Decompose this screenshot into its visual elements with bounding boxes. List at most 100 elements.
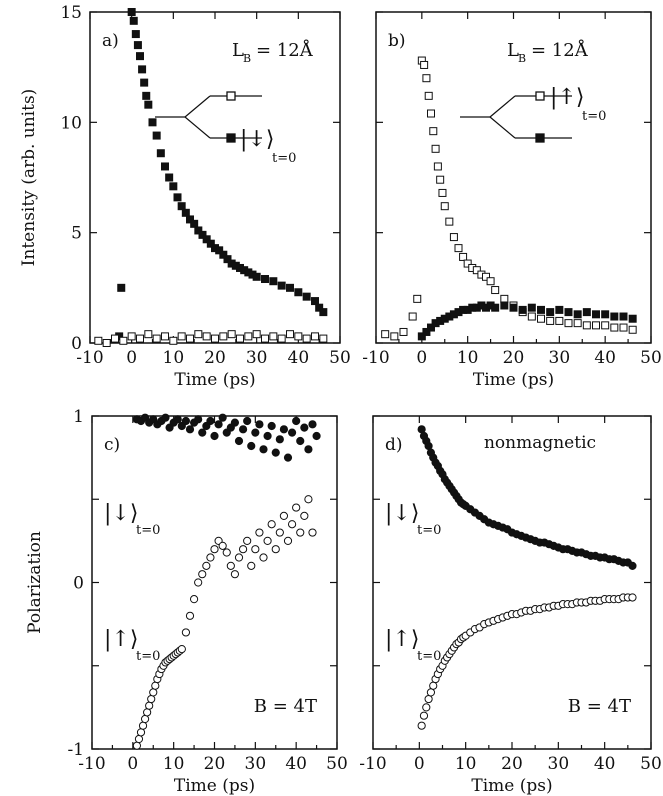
panel-a-xtick-label: 20	[204, 348, 226, 368]
panel-c-series-0-point	[161, 413, 170, 422]
panel-c-series-1-point	[151, 681, 160, 690]
panel-c-xtick-label: 10	[163, 754, 185, 774]
panel-b-series-0-point	[429, 127, 438, 136]
panel-a-series-1-point	[144, 330, 153, 339]
panel-b-series-1-point	[427, 323, 435, 332]
panel-d-xtick-label: 0	[414, 754, 425, 774]
panel-b-series-0-point	[440, 202, 449, 211]
panel-a-ytick-label: 10	[60, 113, 82, 133]
panel-a-series-1-point	[127, 332, 136, 341]
panel-a-series-0-point	[181, 208, 190, 217]
panel-a-series-1-point	[302, 334, 311, 343]
panel-d-series-0-point	[424, 441, 433, 451]
panel-c-series-1-point	[134, 734, 144, 744]
panel-c-series-0-point	[263, 431, 272, 441]
panel-a-level-lower-marker	[226, 133, 236, 143]
panel-c-series-1-point	[185, 611, 195, 620]
panel-a-series-1-point	[294, 332, 303, 341]
panel-a-xtick-label: 0	[126, 348, 137, 368]
panel-b-series-0-point	[381, 330, 390, 339]
panel-c-series-0-point	[185, 425, 195, 434]
panel-b-series-1-point	[518, 305, 527, 314]
panel-a-series-0-point	[315, 303, 324, 312]
panel-b-series-0-point	[433, 162, 442, 171]
panel-a-series-0-point	[198, 230, 207, 239]
panel-b-series-0-point	[463, 259, 472, 268]
panel-a-series-0-point	[142, 91, 151, 100]
panel-d-state-up-subscript: t=0	[417, 649, 441, 664]
panel-a-series-0-point	[194, 226, 203, 235]
panel-c-series-0-point	[243, 416, 252, 426]
panel-b-series-1-point	[555, 305, 564, 314]
panel-b-series-1-point	[628, 314, 637, 323]
panel-b-series-0-point	[424, 91, 433, 100]
panel-a-series-0-point	[169, 182, 178, 191]
panel-a-series-1-point	[202, 332, 211, 341]
panel-b-series-0-point	[449, 233, 458, 242]
panel-b-series-0-point	[454, 244, 463, 253]
panel-b: -10 0 10 20 30 40 50 Time (ps) b) L B = 12Å |↑⟩t=0	[362, 11, 662, 390]
panel-c-series-1-point	[194, 578, 203, 587]
panel-b-series-0-point	[431, 144, 440, 153]
panel-c-series-0-point	[304, 445, 313, 454]
panel-d-series-1-point	[628, 593, 637, 602]
panel-b-state-label: |↑⟩	[550, 85, 584, 110]
panel-c-series-0-point	[296, 436, 305, 446]
panel-b-level-diagram	[460, 91, 572, 143]
panel-a-series-1-point	[177, 332, 186, 341]
panel-c-series-1-point	[243, 536, 252, 545]
panel-d-field-label: B = 4T	[568, 696, 631, 717]
panel-a-state-label: |↓⟩	[240, 127, 274, 152]
panel-b-series-0-point	[459, 252, 468, 261]
panel-c-series-0-point	[275, 435, 284, 444]
panel-a-series-0-point	[186, 215, 194, 224]
panel-a-series-1-point	[219, 332, 228, 341]
panel-b-series-0-point	[527, 312, 536, 321]
panel-b-series-0-point	[438, 188, 447, 197]
panel-c-xtick-label: 0	[127, 754, 138, 774]
panel-a-xtick-label: 10	[163, 348, 185, 368]
panel-c-series-0-point	[308, 420, 317, 429]
panel-b-xlabel: Time (ps)	[473, 370, 554, 390]
panel-a-series-0-point	[161, 162, 169, 171]
panel-d-label: d)	[385, 435, 403, 455]
panel-c-series-0-point	[238, 425, 248, 434]
panel-d-series-1-point	[417, 721, 426, 730]
panel-c-xtick-label: 20	[204, 754, 226, 774]
panel-a-series-1-point	[319, 334, 328, 343]
panel-c-series-1-point	[136, 728, 146, 737]
panel-b-series-0-point	[427, 109, 435, 118]
panel-d-series-0-point	[628, 561, 637, 570]
panel-a-LB-value: = 12Å	[256, 39, 314, 61]
panel-d-series-1-point	[422, 703, 431, 712]
panel-a-ytick-label: 5	[71, 224, 82, 244]
panel-c-series-0-point	[271, 448, 280, 457]
panel-a-series-0-point	[156, 149, 165, 158]
panel-c-xtick-label: 50	[326, 754, 348, 774]
panel-c-series-1-point	[177, 645, 186, 654]
panel-c-series-0-point	[300, 423, 309, 432]
panel-b-series-1-point	[592, 310, 600, 319]
panel-b-series-1-point	[546, 308, 555, 317]
panel-c-series-0-point	[279, 425, 289, 434]
panel-b-series-1-point	[537, 305, 545, 314]
panel-a-series-0-point	[202, 235, 211, 244]
panel-c-series-1-point	[267, 520, 276, 529]
panel-b-level-lower-marker	[535, 133, 545, 143]
panel-b-series-0-point	[472, 266, 481, 275]
panel-a-series-0-point	[219, 250, 228, 259]
panel-b-level-upper-marker	[535, 91, 545, 101]
panel-c-ylabel: Polarization	[25, 531, 45, 634]
panel-b-series-1-point	[491, 303, 500, 312]
panel-c-label: c)	[104, 435, 120, 455]
panel-b-series-1-point	[564, 308, 573, 317]
panel-c-xlabel: Time (ps)	[174, 776, 255, 796]
panel-c-series-0-point	[255, 420, 264, 429]
panel-c-xtick-label: 30	[245, 754, 267, 774]
panel-a-level-diagram	[155, 91, 262, 143]
panel-a-LB-letter: L	[232, 40, 244, 61]
panel-b-series-1-point	[601, 310, 610, 319]
panel-d-state-down-label: |↓⟩	[385, 501, 419, 526]
